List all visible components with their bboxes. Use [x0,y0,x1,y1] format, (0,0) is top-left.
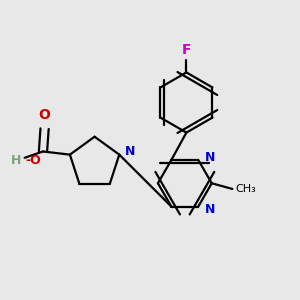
Text: O: O [39,108,50,122]
Text: -O: -O [25,154,41,167]
Text: N: N [125,145,135,158]
Text: F: F [182,43,191,57]
Text: N: N [205,151,216,164]
Text: CH₃: CH₃ [236,184,256,194]
Text: N: N [205,202,216,216]
Text: H: H [11,154,22,167]
